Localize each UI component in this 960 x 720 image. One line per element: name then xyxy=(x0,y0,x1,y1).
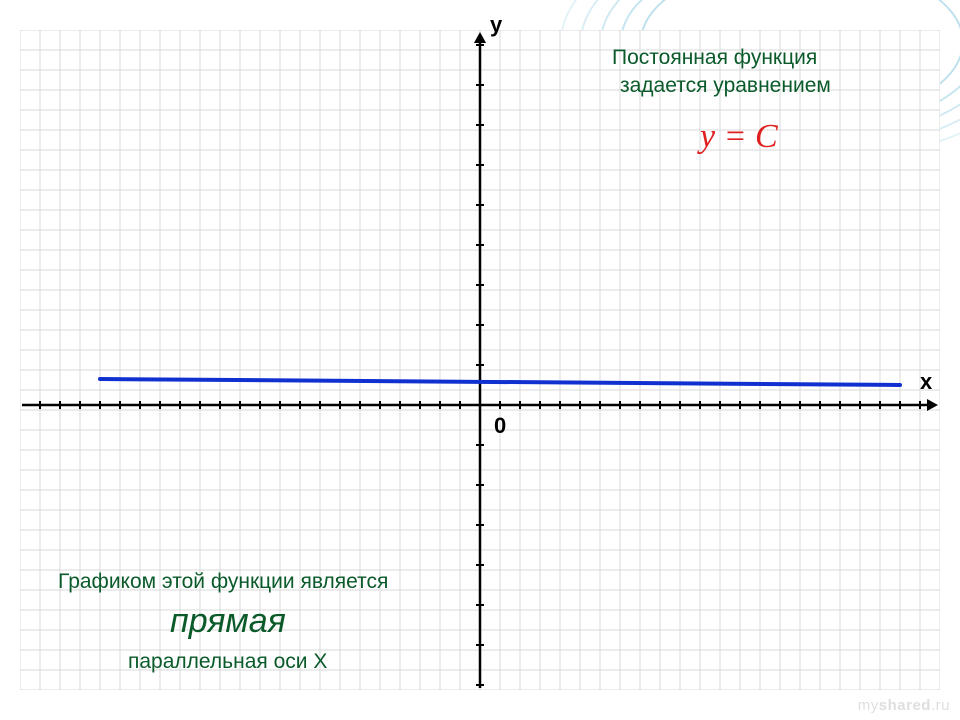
watermark: myshared.ru xyxy=(858,697,950,714)
slide-stage: y x 0 Постоянная функция задается уравне… xyxy=(0,0,960,720)
caption-top-line2: задается уравнением xyxy=(620,74,831,98)
watermark-part1: my xyxy=(858,697,879,714)
watermark-part3: .ru xyxy=(931,697,950,714)
x-axis-label: x xyxy=(920,369,932,395)
origin-label: 0 xyxy=(494,413,506,439)
caption-bottom-line1: Графиком этой функции является xyxy=(58,570,388,594)
y-axis-label: y xyxy=(490,12,502,38)
watermark-part2: shared xyxy=(879,697,931,714)
caption-bottom-line2: прямая xyxy=(170,602,286,641)
caption-bottom-line3: параллельная оси Х xyxy=(128,650,327,674)
formula-text: y = C xyxy=(700,118,778,156)
caption-top-line1: Постоянная функция xyxy=(612,46,817,70)
